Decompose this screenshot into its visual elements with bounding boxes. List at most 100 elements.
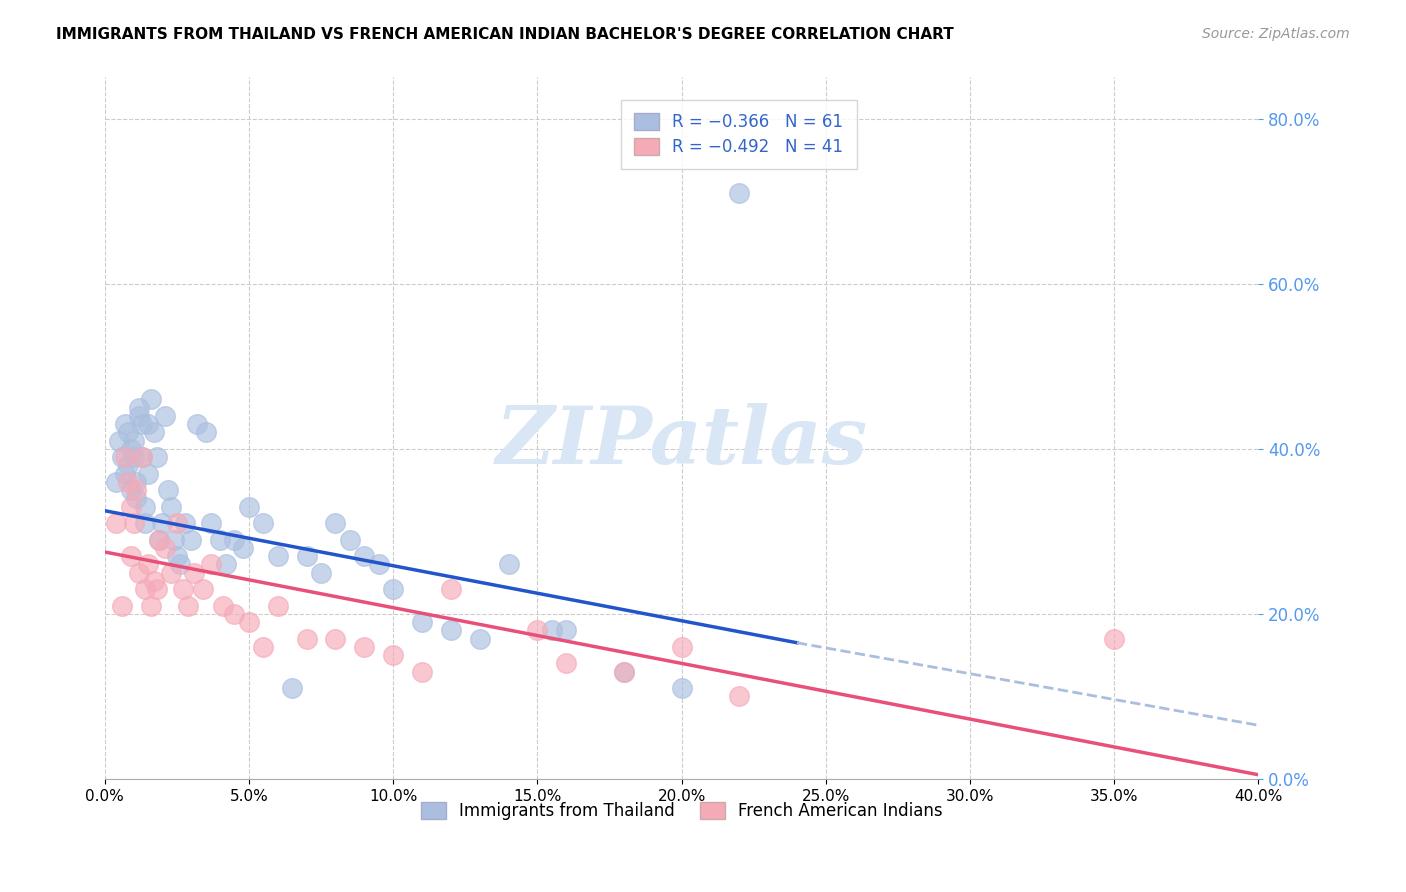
Point [671, 640, 693, 654]
Point [142, 574, 165, 588]
Text: ZIPatlas: ZIPatlas [495, 403, 868, 481]
Point [145, 582, 167, 596]
Point [200, 516, 222, 530]
Point [128, 401, 150, 415]
Point [169, 558, 191, 572]
Point [353, 640, 375, 654]
Point [136, 558, 159, 572]
Point [125, 483, 148, 497]
Point [498, 558, 520, 572]
Point [139, 599, 162, 613]
Point [114, 450, 136, 464]
Point [267, 599, 290, 613]
Point [339, 533, 361, 547]
Text: Source: ZipAtlas.com: Source: ZipAtlas.com [1202, 27, 1350, 41]
Point [120, 442, 142, 456]
Point [120, 549, 142, 563]
Point [120, 500, 142, 514]
Point [131, 417, 153, 431]
Point [468, 632, 491, 646]
Point [309, 566, 332, 580]
Point [125, 475, 148, 489]
Point [180, 533, 202, 547]
Point [122, 450, 145, 464]
Text: IMMIGRANTS FROM THAILAND VS FRENCH AMERICAN INDIAN BACHELOR'S DEGREE CORRELATION: IMMIGRANTS FROM THAILAND VS FRENCH AMERI… [56, 27, 955, 42]
Point [191, 582, 214, 596]
Point [134, 500, 156, 514]
Point [117, 475, 139, 489]
Point [105, 475, 128, 489]
Point [122, 516, 145, 530]
Point [111, 599, 134, 613]
Point [166, 516, 188, 530]
Point [215, 558, 238, 572]
Point [172, 582, 194, 596]
Point [325, 516, 347, 530]
Point [281, 681, 304, 695]
Point [209, 533, 232, 547]
Point [238, 615, 260, 629]
Point [728, 186, 751, 200]
Point [224, 607, 246, 621]
Point [105, 516, 128, 530]
Point [295, 549, 318, 563]
Point [367, 558, 389, 572]
Point [136, 467, 159, 481]
Point [382, 648, 405, 662]
Point [540, 624, 562, 638]
Point [252, 640, 274, 654]
Point [134, 582, 156, 596]
Point [411, 615, 433, 629]
Point [155, 409, 177, 423]
Point [148, 533, 170, 547]
Point [128, 566, 150, 580]
Point [125, 491, 148, 506]
Point [160, 500, 183, 514]
Point [157, 483, 180, 497]
Point [114, 467, 136, 481]
Point [177, 599, 200, 613]
Point [671, 681, 693, 695]
Point [232, 541, 254, 555]
Point [142, 425, 165, 440]
Point [114, 417, 136, 431]
Point [128, 409, 150, 423]
Point [174, 516, 197, 530]
Point [295, 632, 318, 646]
Point [166, 549, 188, 563]
Point [139, 392, 162, 407]
Point [160, 566, 183, 580]
Point [212, 599, 235, 613]
Point [186, 417, 208, 431]
Point [136, 417, 159, 431]
Point [224, 533, 246, 547]
Point [353, 549, 375, 563]
Point [150, 516, 173, 530]
Point [111, 450, 134, 464]
Point [155, 541, 177, 555]
Point [613, 665, 636, 679]
Point [120, 483, 142, 497]
Point [526, 624, 548, 638]
Point [1102, 632, 1125, 646]
Point [117, 425, 139, 440]
Point [194, 425, 217, 440]
Legend: Immigrants from Thailand, French American Indians: Immigrants from Thailand, French America… [408, 789, 956, 834]
Point [163, 533, 186, 547]
Point [325, 632, 347, 646]
Point [200, 558, 222, 572]
Point [555, 657, 578, 671]
Point [108, 434, 131, 448]
Point [440, 624, 463, 638]
Point [238, 500, 260, 514]
Point [122, 434, 145, 448]
Point [555, 624, 578, 638]
Point [183, 566, 205, 580]
Point [117, 458, 139, 473]
Point [440, 582, 463, 596]
Point [411, 665, 433, 679]
Point [131, 450, 153, 464]
Point [613, 665, 636, 679]
Point [145, 450, 167, 464]
Point [728, 690, 751, 704]
